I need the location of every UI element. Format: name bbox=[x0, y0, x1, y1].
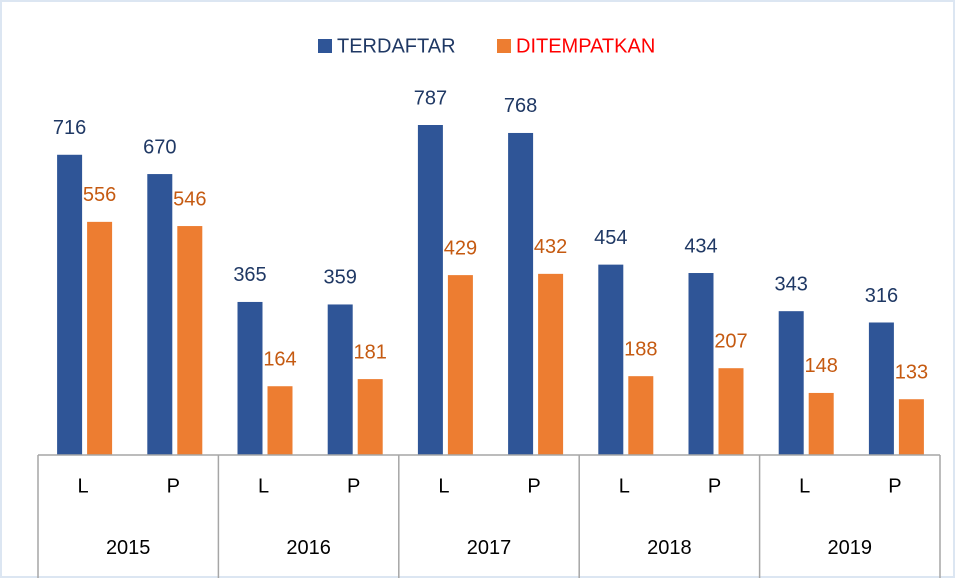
x-tick-label: L bbox=[78, 475, 89, 497]
x-tick-label: L bbox=[619, 475, 630, 497]
value-label: 365 bbox=[233, 264, 266, 286]
x-tick-label: P bbox=[347, 475, 360, 497]
value-label: 429 bbox=[444, 237, 477, 259]
bar bbox=[147, 174, 173, 455]
x-tick-label: P bbox=[708, 475, 721, 497]
legend-label: DITEMPATKAN bbox=[516, 35, 655, 57]
bar bbox=[447, 275, 473, 455]
x-tick-label: L bbox=[438, 475, 449, 497]
bar bbox=[237, 301, 263, 455]
value-label: 768 bbox=[504, 95, 537, 117]
legend-swatch bbox=[318, 39, 332, 53]
bar bbox=[778, 311, 804, 455]
bar bbox=[87, 221, 113, 455]
group-label: 2016 bbox=[286, 537, 331, 559]
value-label: 670 bbox=[143, 136, 176, 158]
value-label: 181 bbox=[354, 341, 387, 363]
bar bbox=[177, 226, 203, 455]
value-label: 359 bbox=[324, 267, 357, 289]
group-label: 2019 bbox=[828, 537, 873, 559]
value-label: 434 bbox=[684, 235, 717, 257]
group-label: 2015 bbox=[106, 537, 151, 559]
x-tick-label: L bbox=[799, 475, 810, 497]
value-label: 546 bbox=[173, 188, 206, 210]
bar bbox=[628, 376, 654, 455]
bar bbox=[57, 154, 83, 455]
legend-label: TERDAFTAR bbox=[337, 35, 456, 57]
bar bbox=[598, 264, 624, 455]
x-tick-label: P bbox=[527, 475, 540, 497]
x-tick-label: L bbox=[258, 475, 269, 497]
value-label: 164 bbox=[263, 349, 296, 371]
value-label: 454 bbox=[594, 227, 627, 249]
x-tick-label: P bbox=[167, 475, 180, 497]
bar bbox=[688, 273, 714, 455]
x-tick-label: P bbox=[888, 475, 901, 497]
group-label: 2017 bbox=[467, 537, 512, 559]
value-label: 787 bbox=[414, 87, 447, 109]
bar bbox=[808, 392, 834, 455]
value-label: 148 bbox=[805, 355, 838, 377]
bar bbox=[538, 273, 564, 455]
value-label: 207 bbox=[714, 330, 747, 352]
value-label: 432 bbox=[534, 236, 567, 258]
value-label: 343 bbox=[775, 273, 808, 295]
bar bbox=[417, 125, 443, 455]
bar bbox=[327, 304, 353, 455]
bar bbox=[508, 132, 534, 455]
bar bbox=[868, 322, 894, 455]
bar bbox=[898, 399, 924, 455]
value-label: 133 bbox=[895, 362, 928, 384]
bar bbox=[357, 379, 383, 455]
value-label: 556 bbox=[83, 184, 116, 206]
value-label: 716 bbox=[53, 117, 86, 139]
bar bbox=[718, 368, 744, 455]
value-label: 316 bbox=[865, 285, 898, 307]
value-label: 188 bbox=[624, 338, 657, 360]
group-label: 2018 bbox=[647, 537, 692, 559]
bar bbox=[267, 386, 293, 455]
legend-swatch bbox=[497, 39, 511, 53]
